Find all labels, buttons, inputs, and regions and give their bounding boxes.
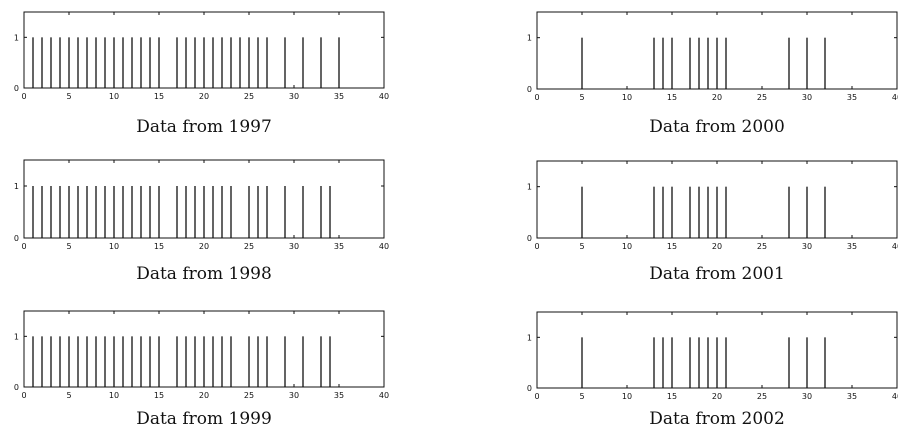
x-tick-label: 20 — [712, 93, 722, 102]
x-tick-label: 40 — [379, 391, 389, 400]
y-tick-label: 1 — [527, 34, 532, 43]
x-tick-label: 10 — [622, 242, 632, 251]
x-tick-label: 5 — [66, 391, 71, 400]
x-tick-label: 30 — [802, 93, 812, 102]
x-tick-label: 40 — [379, 92, 389, 101]
x-tick-label: 25 — [757, 392, 767, 401]
x-tick-label: 15 — [154, 391, 164, 400]
x-tick-label: 35 — [334, 242, 344, 251]
x-tick-label: 35 — [334, 391, 344, 400]
x-tick-label: 20 — [712, 392, 722, 401]
x-tick-label: 40 — [892, 93, 898, 102]
subplot-4: 0 5 10 15 20 25 30 35 40 0 1 Data from 2001 — [527, 160, 898, 284]
x-tick-label: 0 — [21, 391, 26, 400]
y-tick-label: 1 — [14, 332, 19, 341]
x-tick-label: 30 — [289, 242, 299, 251]
x-tick-label: 10 — [622, 392, 632, 401]
x-tick-label: 5 — [66, 242, 71, 251]
x-tick-label: 35 — [847, 392, 857, 401]
x-tick-label: 20 — [199, 242, 209, 251]
x-tick-label: 35 — [847, 242, 857, 251]
x-tick-label: 35 — [847, 93, 857, 102]
subplot-caption: Data from 1997 — [136, 117, 272, 137]
x-tick-label: 40 — [892, 392, 898, 401]
y-tick-label: 0 — [527, 234, 532, 243]
x-tick-label: 25 — [244, 242, 254, 251]
y-tick-label: 1 — [527, 333, 532, 342]
x-tick-label: 15 — [154, 92, 164, 101]
x-tick-label: 10 — [109, 391, 119, 400]
x-tick-label: 25 — [244, 92, 254, 101]
x-tick-label: 30 — [289, 391, 299, 400]
x-tick-label: 10 — [109, 242, 119, 251]
subplot-caption: Data from 2000 — [649, 117, 785, 137]
x-tick-label: 30 — [289, 92, 299, 101]
y-tick-label: 1 — [14, 182, 19, 191]
y-tick-label: 0 — [14, 234, 19, 243]
x-tick-label: 25 — [244, 391, 254, 400]
y-tick-label: 0 — [14, 383, 19, 392]
y-tick-label: 1 — [527, 183, 532, 192]
x-tick-label: 0 — [534, 93, 539, 102]
x-tick-label: 15 — [667, 392, 677, 401]
x-tick-label: 0 — [534, 242, 539, 251]
subplot-5: 0 5 10 15 20 25 30 35 40 0 1 Data from 2002 — [527, 311, 898, 429]
x-tick-label: 0 — [21, 92, 26, 101]
x-tick-label: 15 — [154, 242, 164, 251]
subplot-2: 0 5 10 15 20 25 30 35 40 0 1 Data from 1999 — [14, 310, 389, 429]
x-tick-label: 35 — [334, 92, 344, 101]
x-tick-label: 40 — [892, 242, 898, 251]
y-tick-label: 0 — [527, 85, 532, 94]
subplot-caption: Data from 1998 — [136, 264, 272, 284]
x-tick-label: 25 — [757, 93, 767, 102]
x-tick-label: 25 — [757, 242, 767, 251]
subplot-caption: Data from 2002 — [649, 409, 785, 429]
x-tick-label: 0 — [21, 242, 26, 251]
x-tick-label: 15 — [667, 93, 677, 102]
y-tick-label: 0 — [14, 84, 19, 93]
x-tick-label: 10 — [109, 92, 119, 101]
x-tick-label: 30 — [802, 242, 812, 251]
subplot-3: 0 5 10 15 20 25 30 35 40 0 1 Data from 2000 — [527, 11, 898, 137]
x-tick-label: 20 — [199, 391, 209, 400]
x-tick-label: 40 — [379, 242, 389, 251]
subplot-1: 0 5 10 15 20 25 30 35 40 0 1 Data from 1998 — [14, 159, 389, 284]
subplot-caption: Data from 1999 — [136, 409, 272, 429]
x-tick-label: 20 — [712, 242, 722, 251]
y-tick-label: 0 — [527, 384, 532, 393]
x-tick-label: 20 — [199, 92, 209, 101]
x-tick-label: 5 — [579, 242, 584, 251]
x-tick-label: 15 — [667, 242, 677, 251]
x-tick-label: 5 — [579, 93, 584, 102]
subplot-0: 0 5 10 15 20 25 30 35 40 0 1 Data from 1997 — [14, 11, 389, 137]
x-tick-label: 5 — [66, 92, 71, 101]
x-tick-label: 30 — [802, 392, 812, 401]
x-tick-label: 0 — [534, 392, 539, 401]
x-tick-label: 5 — [579, 392, 584, 401]
y-tick-label: 1 — [14, 33, 19, 42]
x-tick-label: 10 — [622, 93, 632, 102]
subplot-caption: Data from 2001 — [649, 264, 785, 284]
